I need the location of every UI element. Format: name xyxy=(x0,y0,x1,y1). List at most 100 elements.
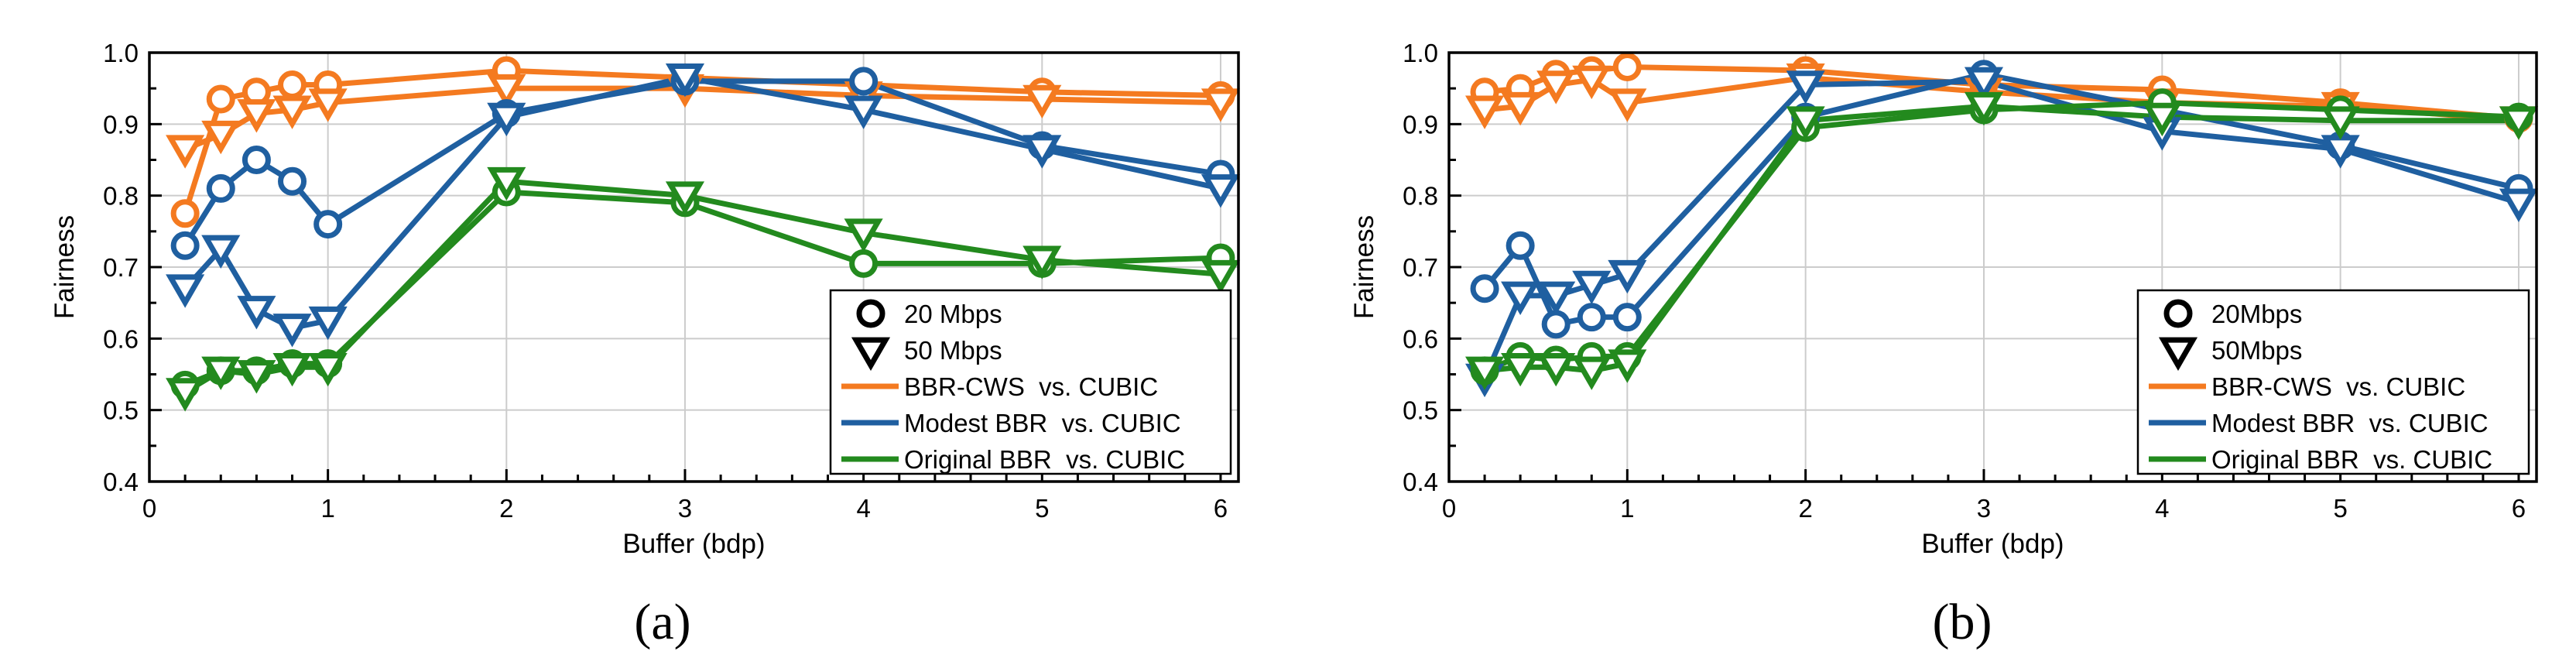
data-point-original-triangle xyxy=(201,356,241,390)
data-point-original-triangle xyxy=(1536,352,1576,387)
data-point-bbr_cws-triangle xyxy=(272,95,312,129)
y-tick-label: 0.7 xyxy=(103,253,139,282)
y-tick-label: 0.9 xyxy=(1403,110,1438,139)
legend-label: 50 Mbps xyxy=(904,336,1002,365)
data-point-modest-triangle xyxy=(487,102,526,137)
x-tick-label: 3 xyxy=(678,494,692,523)
data-point-modest-circle xyxy=(1470,274,1499,303)
legend: 20 Mbps 50 Mbps BBR-CWS vs. CUBIC Modest BB… xyxy=(829,289,1232,475)
x-tick-label: 4 xyxy=(856,494,870,523)
series-line-modest-circle xyxy=(1482,71,2519,327)
x-axis-label: Buffer (bdp) xyxy=(1921,529,2064,559)
legend-box xyxy=(2136,289,2530,475)
legend-label: 20Mbps xyxy=(2211,300,2302,328)
data-point-original-triangle xyxy=(1608,349,1647,383)
data-point-original-triangle xyxy=(1023,245,1062,279)
x-tick-label: 3 xyxy=(1977,494,1991,523)
panel-label: (a) xyxy=(634,594,690,650)
y-tick-label: 0.6 xyxy=(1403,324,1438,353)
data-point-original-circle xyxy=(849,249,879,278)
data-point-original-triangle xyxy=(1786,106,1825,140)
data-point-modest-circle xyxy=(1612,303,1642,332)
y-tick-label: 0.4 xyxy=(1403,468,1438,496)
x-tick-label: 2 xyxy=(499,494,513,523)
data-point-modest-circle xyxy=(242,146,271,174)
data-point-bbr_cws-triangle xyxy=(1608,88,1647,122)
data-point-modest-triangle xyxy=(1201,174,1241,208)
chart-panel-a: 0 1 2 3 4 5 6 0.4 0.5 0.6 0.7 0.8 0.9 1.0 Buffer (bdp)… xyxy=(50,39,1241,650)
data-point-modest-triangle xyxy=(201,235,241,269)
data-point-modest-triangle xyxy=(1572,270,1612,305)
data-point-bbr_cws-triangle xyxy=(1464,95,1505,129)
data-point-bbr_cws-triangle xyxy=(1536,70,1576,105)
data-point-modest-triangle xyxy=(665,63,705,98)
y-axis-label: Fairness xyxy=(50,215,80,319)
data-point-modest-circle xyxy=(1541,310,1571,339)
data-point-modest-circle xyxy=(206,173,235,203)
data-point-modest-triangle xyxy=(844,95,883,129)
legend-label: Original BBR vs. CUBIC xyxy=(2211,445,2492,474)
series-line-bbr_cws-triangle xyxy=(183,85,1221,152)
data-point-modest-triangle xyxy=(2321,135,2360,169)
legend-label: Modest BBR vs. CUBIC xyxy=(904,409,1181,437)
legend-label: Modest BBR vs. CUBIC xyxy=(2211,409,2489,437)
panel-label: (b) xyxy=(1933,594,1992,650)
series-line-bbr_cws-circle xyxy=(1484,63,2519,122)
x-tick-label: 0 xyxy=(142,494,156,523)
y-axis-label: Fairness xyxy=(1349,215,1379,319)
x-tick-label: 1 xyxy=(1620,494,1634,523)
data-point-modest-circle xyxy=(170,231,200,260)
data-point-original-triangle xyxy=(308,352,348,387)
x-tick-label: 0 xyxy=(1442,494,1456,523)
legend-marker-circle xyxy=(2163,299,2193,328)
y-tick-label: 0.7 xyxy=(1403,253,1438,282)
legend-marker-circle xyxy=(856,299,886,328)
data-point-modest-triangle xyxy=(308,306,348,341)
data-point-original-triangle xyxy=(487,166,526,201)
x-tick-label: 2 xyxy=(1798,494,1812,523)
y-tick-label: 0.8 xyxy=(103,182,139,211)
legend-box xyxy=(829,289,1232,475)
series-line-modest-circle xyxy=(183,78,1221,248)
data-point-original-triangle xyxy=(1201,259,1241,294)
data-point-bbr_cws-circle xyxy=(206,84,235,114)
data-point-original-triangle xyxy=(237,360,276,394)
data-point-modest-triangle xyxy=(272,314,312,348)
x-tick-label: 5 xyxy=(1035,494,1049,523)
legend-label: BBR-CWS vs. CUBIC xyxy=(904,372,1158,401)
data-point-original-triangle xyxy=(2499,106,2539,140)
y-tick-label: 0.5 xyxy=(103,396,139,425)
data-point-bbr_cws-triangle xyxy=(1201,88,1241,122)
legend-label: BBR-CWS vs. CUBIC xyxy=(2211,372,2465,401)
data-point-original-triangle xyxy=(1964,91,2004,126)
legend-label: Original BBR vs. CUBIC xyxy=(904,445,1185,474)
y-tick-label: 0.8 xyxy=(1403,182,1438,211)
data-point-original-triangle xyxy=(2143,102,2182,137)
data-point-modest-triangle xyxy=(1964,67,2004,101)
data-point-bbr_cws-triangle xyxy=(308,88,348,122)
data-point-original-triangle xyxy=(844,218,883,252)
series-line-modest-triangle xyxy=(183,74,1221,331)
chart-panel-b: 0 1 2 3 4 5 6 0.4 0.5 0.6 0.7 0.8 0.9 1.0 Buffer (bdp)… xyxy=(1349,39,2539,650)
data-point-modest-triangle xyxy=(237,296,276,330)
legend-label: 50Mbps xyxy=(2211,336,2302,365)
y-tick-label: 0.9 xyxy=(103,110,139,139)
data-point-bbr_cws-triangle xyxy=(1572,65,1612,100)
data-point-modest-triangle xyxy=(1786,70,1825,105)
data-point-original-triangle xyxy=(1501,352,1540,387)
data-point-modest-triangle xyxy=(1536,281,1576,315)
series-line-modest-triangle xyxy=(1482,78,2519,379)
y-tick-label: 0.6 xyxy=(103,324,139,353)
y-tick-label: 0.5 xyxy=(1403,396,1438,425)
x-tick-label: 6 xyxy=(1214,494,1228,523)
data-point-bbr_cws-triangle xyxy=(201,120,241,155)
legend-label: 20 Mbps xyxy=(904,300,1002,328)
x-tick-label: 5 xyxy=(2333,494,2347,523)
data-point-original-triangle xyxy=(665,181,705,215)
data-point-bbr_cws-circle xyxy=(278,70,307,100)
legend-marker-triangle xyxy=(2158,337,2198,372)
y-tick-label: 1.0 xyxy=(103,39,139,67)
data-point-modest-triangle xyxy=(166,274,205,308)
data-point-modest-circle xyxy=(1577,303,1606,332)
